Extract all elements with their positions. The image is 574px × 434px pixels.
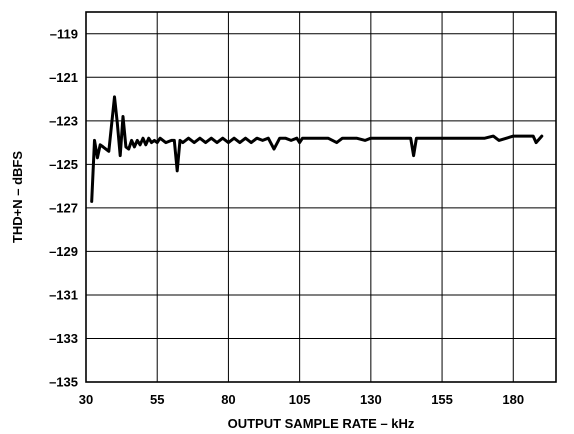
- y-axis-ticks: –119 –121 –123 –125 –127 –129 –131 –133 –135: [49, 26, 78, 389]
- x-axis-title: OUTPUT SAMPLE RATE – kHz: [228, 416, 415, 431]
- x-axis-ticks: 30 55 80 105 130 155 180: [79, 392, 524, 407]
- grid: [85, 12, 556, 383]
- x-tick-label: 105: [289, 392, 311, 407]
- x-tick-label: 30: [79, 392, 93, 407]
- y-axis-title: THD+N – dBFS: [10, 151, 25, 243]
- x-tick-label: 155: [431, 392, 453, 407]
- y-tick-label: –121: [49, 70, 78, 85]
- x-tick-label: 80: [221, 392, 235, 407]
- series-layer: [90, 95, 544, 203]
- plot-frame: [85, 11, 557, 383]
- y-tick-label: –131: [49, 287, 78, 302]
- x-tick-label: 130: [360, 392, 382, 407]
- y-tick-label: –119: [50, 26, 78, 41]
- y-tick-label: –127: [49, 200, 78, 215]
- y-tick-label: –125: [49, 157, 78, 172]
- y-tick-label: –133: [49, 331, 78, 346]
- x-tick-label: 180: [502, 392, 524, 407]
- y-tick-label: –135: [49, 375, 78, 390]
- y-tick-label: –123: [49, 113, 78, 128]
- thd-n-series-line: [90, 95, 544, 203]
- y-tick-label: –129: [49, 244, 78, 259]
- x-tick-label: 55: [150, 392, 164, 407]
